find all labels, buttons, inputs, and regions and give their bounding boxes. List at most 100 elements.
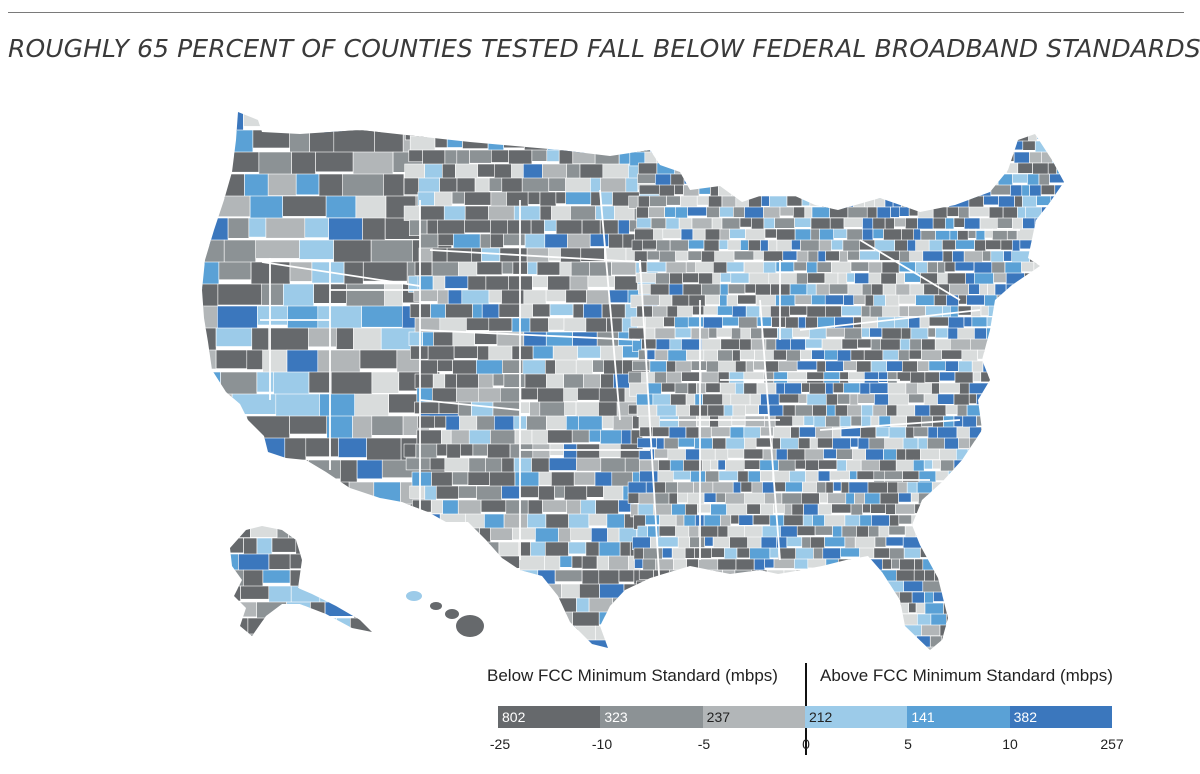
county-cell <box>572 303 584 319</box>
county-cell <box>642 294 660 306</box>
county-cell <box>772 437 781 451</box>
county-cell <box>1006 162 1019 174</box>
county-cell <box>451 471 469 486</box>
county-cell <box>746 503 761 515</box>
county-cell <box>897 481 908 494</box>
county-cell <box>583 373 601 389</box>
county-cell <box>666 371 683 384</box>
county-cell <box>432 373 446 389</box>
county-cell <box>1042 569 1064 581</box>
county-cell <box>434 135 448 148</box>
county-cell <box>666 360 676 374</box>
county-cell <box>1021 261 1035 272</box>
county-cell <box>792 624 806 635</box>
county-cell <box>966 536 985 549</box>
county-cell <box>271 537 297 553</box>
county-cell <box>628 591 649 602</box>
county-cell <box>765 338 777 352</box>
county-cell <box>884 437 904 450</box>
county-cell <box>596 555 609 572</box>
hawaii-island <box>456 615 484 637</box>
county-cell <box>775 448 788 461</box>
county-cell <box>942 580 962 594</box>
county-cell <box>920 118 936 130</box>
county-cell <box>974 503 987 517</box>
county-cell <box>202 415 248 441</box>
county-cell <box>563 317 587 332</box>
county-cell <box>1061 129 1064 142</box>
county-cell <box>218 261 252 281</box>
county-cell <box>452 639 467 650</box>
county-cell <box>1013 437 1032 451</box>
county-cell <box>703 129 719 144</box>
legend-above-label: Above FCC Minimum Standard (mbps) <box>820 666 1113 685</box>
county-cell <box>884 217 895 230</box>
county-cell <box>1069 559 1082 571</box>
county-cell <box>719 228 730 242</box>
county-cell <box>603 485 624 501</box>
county-cell <box>230 585 241 602</box>
county-cell <box>1047 349 1064 364</box>
county-cell <box>636 112 647 121</box>
county-cell <box>744 283 756 294</box>
state-boundary <box>819 419 961 431</box>
county-cell <box>806 283 817 297</box>
county-cell <box>819 569 839 582</box>
county-cell <box>1067 361 1078 372</box>
county-cell <box>707 404 725 418</box>
county-cell <box>825 327 845 338</box>
county-cell <box>719 206 734 218</box>
county-cell <box>929 503 947 516</box>
county-cell <box>526 513 547 528</box>
county-cell <box>962 514 977 525</box>
county-cell <box>844 514 861 528</box>
county-cell <box>1057 613 1064 624</box>
county-cell <box>961 624 975 640</box>
county-cell <box>836 448 853 460</box>
county-cell <box>976 514 991 528</box>
county-cell <box>928 195 950 206</box>
county-cell <box>764 492 783 505</box>
county-cell <box>686 492 705 505</box>
county-cell <box>412 499 432 513</box>
county-cell <box>729 536 748 550</box>
county-cell <box>453 345 479 359</box>
county-cell <box>425 121 452 135</box>
county-cell <box>872 646 887 650</box>
county-cell <box>633 121 656 139</box>
county-cell <box>762 151 775 162</box>
county-cell <box>514 429 533 445</box>
county-cell <box>1037 470 1049 483</box>
county-cell <box>1067 614 1082 627</box>
county-cell <box>1052 151 1064 166</box>
county-cell <box>982 591 992 604</box>
county-cell <box>362 217 386 244</box>
county-cell <box>956 404 968 417</box>
county-cell <box>1043 459 1062 470</box>
county-cell <box>775 173 787 186</box>
county-cell <box>634 646 651 650</box>
county-cell <box>1023 404 1034 416</box>
county-cell <box>988 569 1004 584</box>
county-cell <box>601 415 614 429</box>
county-cell <box>870 503 886 514</box>
county-cell <box>1028 349 1049 362</box>
county-cell <box>295 173 320 196</box>
county-cell <box>866 206 878 219</box>
county-cell <box>1035 525 1046 536</box>
county-cell <box>876 206 891 220</box>
county-cell <box>793 558 809 570</box>
county-cell <box>716 327 732 338</box>
county-cell <box>1047 470 1057 485</box>
county-cell <box>679 580 698 592</box>
county-cell <box>727 283 746 294</box>
county-cell <box>487 112 507 121</box>
county-cell <box>914 162 933 175</box>
county-cell <box>1032 162 1049 176</box>
county-cell <box>343 503 361 525</box>
county-cell <box>202 525 234 546</box>
county-cell <box>915 525 937 537</box>
county-cell <box>413 289 438 302</box>
county-cell <box>878 151 890 163</box>
county-cell <box>647 602 660 617</box>
